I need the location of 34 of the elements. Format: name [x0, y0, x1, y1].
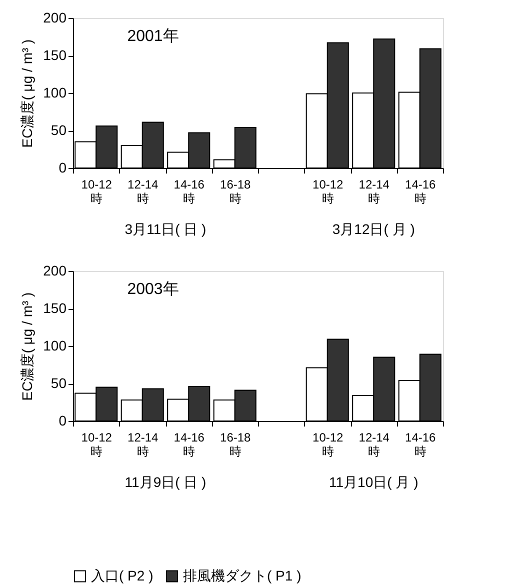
y-tick-label: 100 — [43, 338, 67, 354]
x-tick-label: 12-14 時 — [358, 430, 390, 458]
x-tick-label: 10-12 時 — [312, 178, 344, 206]
legend-label: 入口( P2 ) — [91, 567, 154, 584]
legend-label: 排風機ダクト( P1 ) — [183, 567, 302, 584]
x-tick-label: 16-18 時 — [220, 430, 252, 458]
y-axis-title: EC濃度( μg / m³ ) — [19, 39, 36, 148]
annotation: 2003年 — [127, 281, 179, 298]
x-tick-label: 16-18 時 — [220, 178, 252, 206]
text: 11月9日( 日 ) — [124, 474, 206, 490]
x-tick-label: 10-12 時 — [312, 430, 344, 458]
y-tick-label: 50 — [50, 375, 67, 391]
text: 11月10日( 月 ) — [329, 474, 418, 490]
x-tick-label: 14-16 時 — [405, 430, 436, 458]
x-tick-label: 12-14 時 — [128, 430, 159, 458]
x-tick-label: 14-16 時 — [174, 430, 205, 458]
y-tick-label: 50 — [50, 122, 67, 138]
text: 3月12日( 月 ) — [332, 221, 415, 237]
y-tick-label: 200 — [43, 262, 67, 278]
y-tick-label: 200 — [43, 10, 67, 26]
x-tick-label: 10-12 時 — [81, 430, 112, 458]
y-tick-label: 150 — [43, 300, 67, 316]
annotation: 2001年 — [127, 28, 179, 45]
x-tick-label: 14-16 時 — [405, 178, 436, 206]
x-tick-label: 10-12 時 — [81, 178, 112, 206]
x-tick-label: 14-16 時 — [174, 178, 205, 206]
x-tick-label: 12-14 時 — [358, 178, 390, 206]
y-tick-label: 0 — [58, 412, 67, 428]
y-axis-title: EC濃度( μg / m³ ) — [19, 292, 36, 401]
y-tick-label: 0 — [58, 160, 67, 176]
y-tick-label: 100 — [43, 84, 67, 100]
text: 3月11日( 日 ) — [124, 221, 206, 237]
y-tick-label: 150 — [43, 47, 67, 63]
x-tick-label: 12-14 時 — [128, 178, 159, 206]
